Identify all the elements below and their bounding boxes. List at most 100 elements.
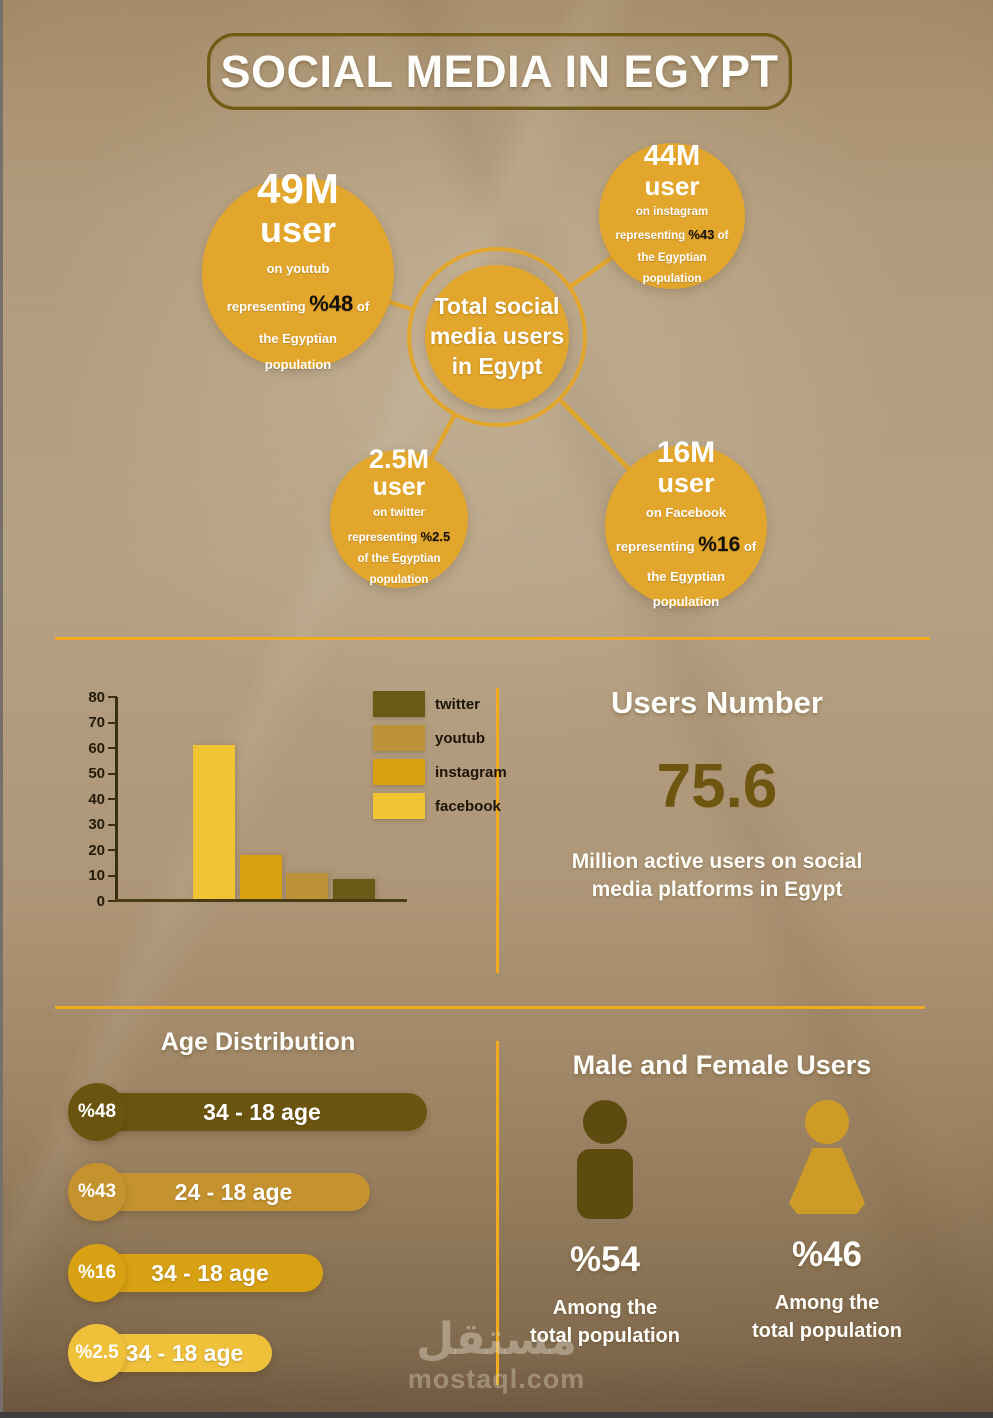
stat-rep-text: representing xyxy=(347,531,418,544)
age-bar-label: 34 - 18 age xyxy=(151,1259,269,1286)
y-tick-mark xyxy=(108,849,117,851)
age-bar-percent-badge: %2.5 xyxy=(68,1324,126,1382)
y-tick-80: 80 xyxy=(60,688,117,706)
y-axis-ticks: 80 70 60 50 40 30 20 10 0 xyxy=(60,688,117,910)
bar-youtub xyxy=(286,872,329,899)
chart-legend: twitter youtub instagram facebook xyxy=(373,691,507,827)
stat-line4: population xyxy=(642,272,702,285)
users-number-value: 75.6 xyxy=(656,752,778,821)
x-axis-line xyxy=(115,899,407,902)
male-person-icon xyxy=(577,1100,633,1219)
y-tick-20: 20 xyxy=(60,841,117,859)
age-bar-percent-badge: %48 xyxy=(68,1083,126,1141)
y-tick-0: 0 xyxy=(60,892,117,910)
y-tick-50: 50 xyxy=(60,765,117,783)
page-edge-left xyxy=(0,0,3,1418)
stat-percent: %43 xyxy=(688,227,715,243)
hub-center-circle: Total social media users in Egypt xyxy=(425,265,569,409)
y-tick-10: 10 xyxy=(60,867,117,885)
users-number-heading: Users Number xyxy=(611,685,823,720)
stat-value: 44M xyxy=(643,139,701,172)
y-tick-mark xyxy=(108,823,117,826)
legend-item-instagram: instagram xyxy=(373,759,507,785)
male-percent: %54 xyxy=(569,1240,641,1279)
male-icon-body xyxy=(577,1149,633,1219)
y-tick-label: 80 xyxy=(88,688,105,706)
stat-platform: on youtub xyxy=(266,261,330,276)
stat-platform: on twitter xyxy=(373,507,425,520)
stat-unit: user xyxy=(372,473,426,502)
y-tick-70: 70 xyxy=(60,714,117,732)
stat-line4: population xyxy=(264,357,332,372)
watermark-arabic: مستقل xyxy=(416,1314,577,1365)
age-bar-percent: %48 xyxy=(77,1101,117,1122)
stat-line3: the Egyptian xyxy=(646,569,725,585)
y-tick-label: 50 xyxy=(88,765,105,782)
female-percent: %46 xyxy=(791,1235,863,1274)
stat-value: 49M xyxy=(257,165,339,212)
watermark-domain: mostaql.com xyxy=(407,1364,586,1395)
male-icon-head xyxy=(583,1100,627,1144)
stat-percent: %2.5 xyxy=(420,528,451,544)
y-tick-mark xyxy=(108,874,117,877)
bar-twitter xyxy=(333,878,376,899)
stat-rep-text: representing xyxy=(226,299,306,314)
y-tick-mark xyxy=(108,747,117,749)
legend-swatch xyxy=(373,691,425,717)
stat-line3: the Egyptian xyxy=(637,251,707,264)
y-tick-mark xyxy=(108,900,117,902)
users-number-section: Users Number 75.6 Million active users o… xyxy=(510,685,924,905)
age-bar-percent-badge: %43 xyxy=(68,1163,126,1221)
legend-label: facebook xyxy=(435,797,501,815)
female-person-icon xyxy=(789,1100,865,1214)
stat-representing-line: representing %2.5 xyxy=(348,525,451,549)
female-icon-head xyxy=(805,1100,849,1144)
age-distribution-heading: Age Distribution xyxy=(160,1028,356,1056)
y-tick-mark xyxy=(108,798,117,800)
stat-unit: user xyxy=(644,170,700,201)
hub-center-line3: in Egypt xyxy=(451,352,543,379)
stat-percent: %16 xyxy=(698,533,741,557)
stat-platform: on instagram xyxy=(635,205,709,218)
watermark: مستقل mostaql.com xyxy=(0,1314,993,1395)
age-bar-percent: %43 xyxy=(77,1181,117,1202)
stat-unit: user xyxy=(657,467,715,498)
legend-swatch xyxy=(373,759,425,785)
y-tick-40: 40 xyxy=(60,790,117,808)
y-tick-30: 30 xyxy=(60,816,117,834)
legend-label: youtub xyxy=(435,729,485,747)
users-number-caption: Million active users on social media pla… xyxy=(571,850,863,902)
male-stat-column: %54 Among the total population xyxy=(530,1100,680,1350)
y-tick-label: 0 xyxy=(96,892,105,910)
stat-circle-youtube: 49M user on youtub representing %48 of t… xyxy=(202,168,394,372)
y-tick-mark xyxy=(108,721,117,724)
bar-plot xyxy=(60,697,490,899)
age-bar-label: 34 - 18 age xyxy=(203,1098,321,1125)
stat-rep-text: representing xyxy=(615,539,695,555)
stat-line3: of the Egyptian xyxy=(357,553,441,565)
female-icon-body xyxy=(789,1148,865,1214)
age-bar-percent: %2.5 xyxy=(75,1342,119,1363)
stat-circle-twitter: 2.5M user on twitter representing %2.5 o… xyxy=(330,446,468,588)
stat-representing-line: representing %43 of xyxy=(616,223,729,247)
female-caption: Among the total population xyxy=(752,1292,902,1342)
age-bar-label: 24 - 18 age xyxy=(174,1178,293,1205)
gender-section-heading: Male and Female Users xyxy=(572,1050,872,1080)
age-bar-track: 24 - 18 age xyxy=(97,1173,370,1211)
age-bar-percent-badge: %16 xyxy=(68,1244,126,1302)
y-tick-mark xyxy=(108,772,117,775)
stat-unit: user xyxy=(259,209,337,250)
title-banner: SOCIAL MEDIA IN EGYPT xyxy=(207,33,792,110)
y-tick-label: 60 xyxy=(88,739,105,757)
age-bar-track: 34 - 18 age xyxy=(97,1093,427,1131)
y-axis-line xyxy=(115,697,118,901)
stat-value: 16M xyxy=(656,435,716,469)
age-bar-label: 34 - 18 age xyxy=(125,1339,244,1366)
legend-item-facebook: facebook xyxy=(373,793,507,819)
stat-representing-line: representing %48 of xyxy=(227,282,369,326)
female-stat-column: %46 Among the total population xyxy=(752,1100,902,1345)
age-bar-track: 34 - 18 age xyxy=(97,1334,272,1372)
y-tick-label: 20 xyxy=(88,841,105,859)
stat-after-text: of xyxy=(743,539,757,555)
